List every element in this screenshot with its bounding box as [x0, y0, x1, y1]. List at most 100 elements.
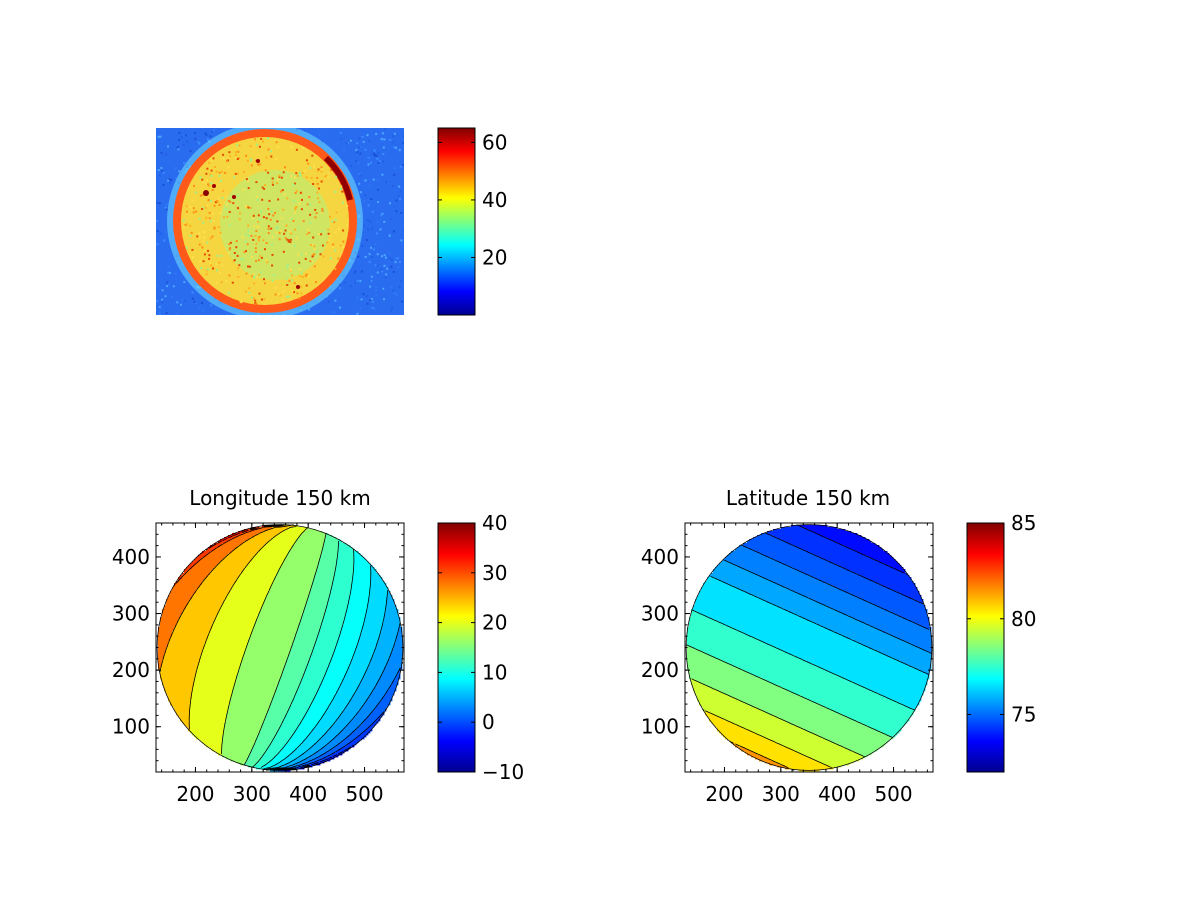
field-cell [358, 607, 361, 610]
field-cell [278, 543, 281, 546]
noise-pixel [346, 142, 349, 145]
field-cell [332, 547, 335, 550]
field-cell [324, 599, 327, 602]
field-cell [214, 557, 217, 560]
field-cell [302, 569, 305, 572]
field-cell [316, 595, 319, 598]
speckle-pixel [255, 242, 258, 245]
field-cell [230, 597, 233, 600]
field-cell [294, 571, 297, 574]
field-cell [278, 557, 281, 560]
field-cell [302, 597, 305, 600]
noise-pixel [376, 221, 379, 224]
field-cell [270, 529, 273, 532]
field-cell [376, 607, 379, 610]
field-cell [212, 561, 215, 564]
field-cell [206, 609, 209, 612]
speckle-pixel [245, 240, 247, 243]
field-cell [348, 559, 351, 562]
field-cell [356, 603, 359, 606]
field-cell [316, 533, 319, 536]
field-cell [288, 561, 291, 564]
field-cell [202, 603, 205, 606]
field-cell [272, 591, 275, 594]
field-cell [204, 585, 207, 588]
field-cell [330, 559, 333, 562]
field-cell [258, 541, 261, 544]
field-cell [290, 527, 293, 530]
field-cell [392, 607, 395, 610]
field-cell [200, 599, 203, 602]
field-cell [188, 573, 191, 576]
field-cell [288, 595, 291, 598]
field-cell [270, 563, 273, 566]
field-cell [224, 607, 227, 610]
field-cell [208, 563, 211, 566]
field-cell [308, 547, 311, 550]
field-cell [310, 567, 313, 570]
speckle-pixel [218, 204, 221, 206]
field-cell [184, 577, 187, 580]
speckle-pixel [342, 201, 344, 204]
field-cell [294, 549, 297, 552]
field-cell [340, 605, 343, 608]
field-cell [274, 595, 277, 598]
field-cell [332, 561, 335, 564]
field-cell [216, 599, 219, 602]
field-cell [210, 605, 213, 608]
field-cell [220, 567, 223, 570]
field-cell [350, 557, 353, 560]
field-cell [348, 601, 351, 604]
field-cell [212, 573, 215, 576]
field-cell [286, 595, 289, 598]
noise-pixel [355, 149, 358, 152]
field-cell [350, 597, 353, 600]
field-cell [276, 545, 279, 548]
field-cell [272, 573, 275, 576]
field-cell [192, 569, 195, 572]
field-cell [226, 593, 229, 596]
field-cell [240, 601, 243, 604]
field-cell [376, 605, 379, 608]
field-cell [252, 609, 255, 612]
field-cell [322, 535, 325, 538]
field-cell [312, 567, 315, 570]
field-cell [242, 573, 245, 576]
noise-pixel [157, 135, 160, 138]
field-cell [360, 593, 363, 596]
field-cell [298, 573, 301, 576]
field-cell [254, 593, 257, 596]
field-cell [182, 597, 185, 600]
field-cell [268, 537, 271, 540]
field-cell [286, 581, 289, 584]
field-cell [362, 595, 365, 598]
noise-pixel [392, 135, 394, 138]
noise-pixel [161, 289, 164, 292]
field-cell [292, 541, 295, 544]
field-cell [290, 609, 293, 612]
field-cell [294, 577, 297, 580]
field-cell [178, 593, 181, 596]
field-cell [318, 607, 321, 610]
field-cell [294, 607, 297, 610]
field-cell [370, 567, 373, 570]
field-cell [360, 585, 363, 588]
field-cell [220, 561, 223, 564]
speckle-pixel [295, 148, 298, 151]
speckle-pixel [231, 281, 234, 284]
field-cell [284, 551, 287, 554]
speckle-pixel [207, 183, 209, 186]
field-cell [370, 565, 373, 568]
field-cell [276, 531, 279, 534]
field-cell [278, 601, 281, 604]
field-cell [292, 581, 295, 584]
field-cell [260, 553, 263, 556]
noise-pixel [369, 298, 372, 301]
dark-spot [232, 195, 236, 199]
field-cell [216, 579, 219, 582]
field-cell [286, 529, 289, 532]
field-cell [306, 601, 309, 604]
noise-pixel [388, 234, 391, 237]
field-cell [326, 599, 329, 602]
field-cell [252, 549, 255, 552]
